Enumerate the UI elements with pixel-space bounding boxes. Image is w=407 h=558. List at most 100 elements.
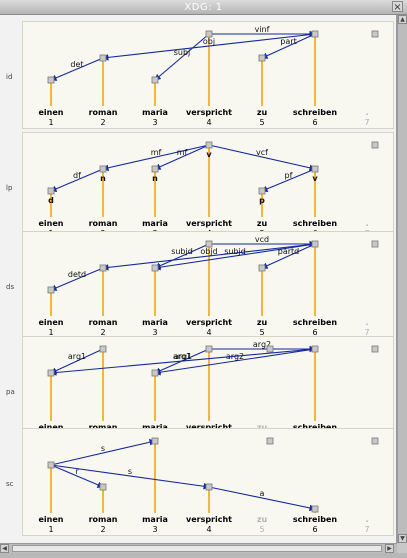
- graph-node[interactable]: [99, 345, 107, 353]
- dimension-label-pa: pa: [6, 388, 15, 396]
- word-label: roman: [89, 108, 118, 117]
- word-index: 1: [48, 525, 53, 534]
- word-index: 7: [364, 118, 369, 127]
- title-bar[interactable]: XDG: 1 ×: [0, 0, 407, 15]
- graph-node[interactable]: [371, 30, 379, 38]
- graph-node[interactable]: [205, 141, 213, 149]
- word-label: maria: [142, 423, 168, 432]
- node-label: v: [206, 150, 212, 159]
- edge-label: partd: [278, 247, 299, 256]
- edge-mf: [153, 144, 210, 170]
- edge-subjd: [153, 243, 210, 269]
- edge-arg1: [50, 348, 104, 374]
- edge-arg1: [49, 348, 316, 376]
- edge-label: arg2: [253, 340, 271, 349]
- word-label: einen: [39, 515, 64, 524]
- window-bottom-border: [0, 553, 407, 558]
- graph-node[interactable]: [371, 437, 379, 445]
- word-label: einen: [39, 219, 64, 228]
- graph-node[interactable]: [151, 437, 159, 445]
- word-index: 1: [48, 328, 53, 337]
- word-label: verspricht: [186, 219, 232, 228]
- word-label: schreiben: [293, 108, 337, 117]
- graph-node[interactable]: [371, 240, 379, 248]
- word-label: verspricht: [186, 318, 232, 327]
- graph-node[interactable]: [205, 240, 213, 248]
- graph-node[interactable]: [311, 345, 319, 353]
- edge-subj: [154, 33, 210, 81]
- graph-node[interactable]: [371, 141, 379, 149]
- word-label: schreiben: [293, 219, 337, 228]
- graph-node[interactable]: [151, 264, 159, 272]
- word-label: zu: [257, 318, 268, 327]
- vertical-scrollbar[interactable]: ▲ ▼: [397, 15, 407, 543]
- graph-node[interactable]: [99, 264, 107, 272]
- dimension-panels-area: id subj vinf obj part det einen 1 roman 2 maria 3 ve…: [0, 15, 397, 543]
- graph-node[interactable]: [205, 483, 213, 491]
- word-index: 6: [312, 525, 317, 534]
- scroll-left-arrow-icon[interactable]: ◀: [0, 544, 9, 553]
- edge-label: subj: [174, 48, 191, 57]
- edge-arg2: [153, 348, 316, 376]
- word-label: einen: [39, 108, 64, 117]
- graph-node[interactable]: [99, 483, 107, 491]
- close-icon[interactable]: ×: [392, 1, 403, 13]
- graph-node[interactable]: [99, 165, 107, 173]
- graph-node[interactable]: [258, 264, 266, 272]
- word-label: maria: [142, 318, 168, 327]
- scrollbar-corner: [397, 543, 407, 553]
- dimension-panel-id: subj vinf obj part det einen 1 roman 2 maria 3 vers…: [22, 21, 394, 129]
- graph-node[interactable]: [311, 240, 319, 248]
- edge-df: [49, 168, 104, 192]
- graph-node[interactable]: [47, 369, 55, 377]
- graph-node[interactable]: [258, 187, 266, 195]
- horizontal-scroll-thumb[interactable]: [12, 545, 382, 552]
- graph-node[interactable]: [311, 165, 319, 173]
- word-label: zu: [257, 515, 268, 524]
- graph-node[interactable]: [47, 461, 55, 469]
- graph-node[interactable]: [205, 345, 213, 353]
- graph-node[interactable]: [266, 437, 274, 445]
- edge-detd: [49, 267, 104, 291]
- edge-s: [50, 464, 211, 490]
- graph-node[interactable]: [151, 76, 159, 84]
- graph-node[interactable]: [47, 187, 55, 195]
- word-index: 3: [152, 118, 157, 127]
- scroll-down-arrow-icon[interactable]: ▼: [398, 534, 407, 543]
- graph-node[interactable]: [151, 369, 159, 377]
- graph-node[interactable]: [311, 505, 319, 513]
- edge-label: objd: [200, 247, 217, 256]
- word-index: 1: [48, 118, 53, 127]
- edge-label: a: [260, 489, 265, 498]
- graph-node[interactable]: [311, 30, 319, 38]
- word-index: 3: [152, 525, 157, 534]
- word-label: schreiben: [293, 318, 337, 327]
- scroll-up-arrow-icon[interactable]: ▲: [398, 15, 407, 24]
- edge-vcf: [208, 144, 317, 172]
- word-label: einen: [39, 318, 64, 327]
- word-label: verspricht: [186, 423, 232, 432]
- graph-node[interactable]: [371, 345, 379, 353]
- edge-label: s: [128, 467, 132, 476]
- word-label: einen: [39, 423, 64, 432]
- edge-pf: [260, 168, 316, 192]
- word-label: schreiben: [293, 423, 337, 432]
- word-label: roman: [89, 219, 118, 228]
- word-index: 2: [100, 525, 105, 534]
- graph-node[interactable]: [47, 76, 55, 84]
- scroll-right-arrow-icon[interactable]: ▶: [385, 544, 394, 553]
- graph-node[interactable]: [99, 54, 107, 62]
- graph-node[interactable]: [266, 345, 274, 353]
- horizontal-scrollbar[interactable]: ◀ ▶: [0, 543, 397, 553]
- graph-node[interactable]: [151, 165, 159, 173]
- dimension-label-ds: ds: [6, 283, 15, 291]
- word-index: 7: [364, 525, 369, 534]
- edge-label: s: [101, 444, 105, 453]
- word-label: maria: [142, 219, 168, 228]
- graph-node[interactable]: [258, 54, 266, 62]
- graph-node[interactable]: [47, 286, 55, 294]
- word-index: 2: [100, 118, 105, 127]
- dimension-panel-lp: mfmfvcfpfdfdnnvpveinen1roman2maria3versp…: [22, 132, 394, 240]
- graph-node[interactable]: [205, 30, 213, 38]
